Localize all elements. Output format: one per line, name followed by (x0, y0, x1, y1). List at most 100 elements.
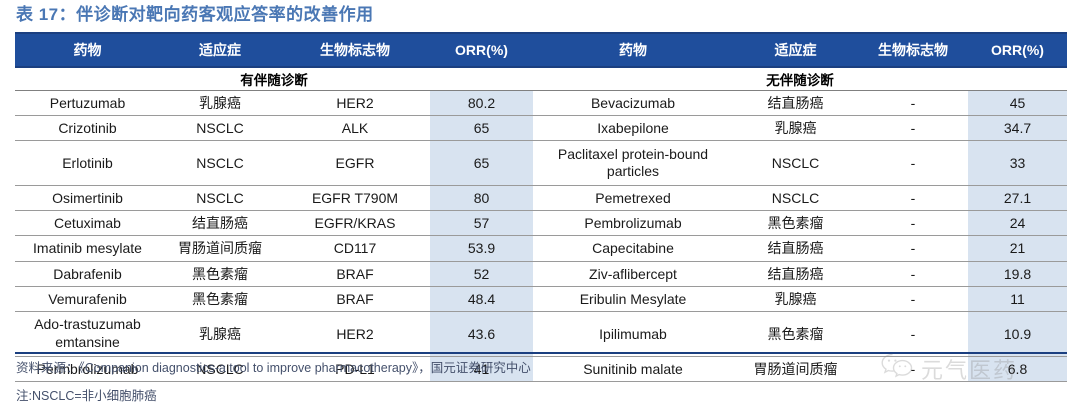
table-body: Pertuzumab 乳腺癌 HER2 80.2 Bevacizumab 结直肠… (15, 89, 1067, 382)
cell-orr-right: 24 (968, 210, 1067, 237)
cell-orr-right: 21 (968, 235, 1067, 262)
cell-indication-left: NSCLC (160, 115, 280, 142)
cell-orr-right: 33 (968, 140, 1067, 187)
cell-orr-left: 53.9 (430, 235, 533, 262)
cell-drug-left: Vemurafenib (15, 285, 160, 312)
cell-biomarker-left: CD117 (280, 235, 430, 262)
table-row: Permbrolizumab NSCLC PD-L1 41 Sunitinib … (15, 355, 1067, 382)
cell-indication-left: 黑色素瘤 (160, 260, 280, 287)
cell-indication-left: 乳腺癌 (160, 89, 280, 117)
cell-drug-left: Ado-trastuzumab emtansine (15, 310, 160, 357)
cell-orr-right: 27.1 (968, 185, 1067, 212)
cell-biomarker-right: - (858, 185, 968, 212)
cell-biomarker-left: HER2 (280, 89, 430, 117)
cell-indication-right: NSCLC (733, 185, 858, 212)
cell-drug-right: Capecitabine (533, 235, 733, 262)
cell-orr-right: 10.9 (968, 310, 1067, 357)
orr-comparison-table: 药物 适应症 生物标志物 ORR(%) 药物 适应症 生物标志物 ORR(%) … (15, 32, 1067, 382)
watermark-label: 元气医药 (921, 357, 1018, 383)
cell-biomarker-right: - (858, 260, 968, 287)
cell-biomarker-right: - (858, 140, 968, 187)
cell-orr-left: 57 (430, 210, 533, 237)
cell-orr-left: 41 (430, 355, 533, 382)
cell-biomarker-left: BRAF (280, 285, 430, 312)
cell-orr-right: 19.8 (968, 260, 1067, 287)
cell-orr-left: 80.2 (430, 89, 533, 117)
cell-indication-right: 乳腺癌 (733, 285, 858, 312)
col-header-drug-left: 药物 (15, 32, 160, 68)
table-row: Dabrafenib 黑色素瘤 BRAF 52 Ziv-aflibercept … (15, 260, 1067, 287)
cell-biomarker-left: EGFR (280, 140, 430, 187)
table-row: Osimertinib NSCLC EGFR T790M 80 Pemetrex… (15, 185, 1067, 212)
cell-biomarker-right: - (858, 115, 968, 142)
cell-indication-right: 黑色素瘤 (733, 210, 858, 237)
col-header-biomarker-left: 生物标志物 (280, 32, 430, 68)
cell-indication-right: 结直肠癌 (733, 235, 858, 262)
cell-orr-right: 34.7 (968, 115, 1067, 142)
cell-indication-left: 胃肠道间质瘤 (160, 235, 280, 262)
cell-indication-right: 黑色素瘤 (733, 310, 858, 357)
cell-orr-right: 6.8 (968, 355, 1067, 382)
cell-orr-left: 43.6 (430, 310, 533, 357)
watermark: 元气医药 (880, 352, 1017, 385)
cell-drug-right: Sunitinib malate (533, 355, 733, 382)
col-header-biomarker-right: 生物标志物 (858, 32, 968, 68)
cell-drug-right: Ipilimumab (533, 310, 733, 357)
table-row: Pertuzumab 乳腺癌 HER2 80.2 Bevacizumab 结直肠… (15, 89, 1067, 117)
col-header-drug-right: 药物 (533, 32, 733, 68)
cell-biomarker-right: - (858, 285, 968, 312)
table-row: Imatinib mesylate 胃肠道间质瘤 CD117 53.9 Cape… (15, 235, 1067, 262)
cell-biomarker-right: - (858, 310, 968, 357)
table-group-row: 有伴随诊断 无伴随诊断 (15, 67, 1067, 91)
col-header-orr-right: ORR(%) (968, 32, 1067, 68)
cell-indication-right: 结直肠癌 (733, 260, 858, 287)
col-header-indication-left: 适应症 (160, 32, 280, 68)
cell-indication-left: 乳腺癌 (160, 310, 280, 357)
cell-biomarker-right: - (858, 235, 968, 262)
table-row: Cetuximab 结直肠癌 EGFR/KRAS 57 Pembrolizuma… (15, 210, 1067, 237)
cell-drug-right: Ixabepilone (533, 115, 733, 142)
cell-indication-right: 结直肠癌 (733, 89, 858, 117)
cell-drug-right: Pembrolizumab (533, 210, 733, 237)
cell-drug-left: Imatinib mesylate (15, 235, 160, 262)
cell-drug-left: Erlotinib (15, 140, 160, 187)
cell-drug-right: Ziv-aflibercept (533, 260, 733, 287)
table-row: Crizotinib NSCLC ALK 65 Ixabepilone 乳腺癌 … (15, 115, 1067, 142)
cell-drug-left: Cetuximab (15, 210, 160, 237)
cell-drug-left: Permbrolizumab (15, 355, 160, 382)
cell-indication-right: 乳腺癌 (733, 115, 858, 142)
group-label-with-cdx: 有伴随诊断 (15, 67, 533, 91)
cell-drug-left: Crizotinib (15, 115, 160, 142)
cell-indication-right: NSCLC (733, 140, 858, 187)
table-row: Erlotinib NSCLC EGFR 65 Paclitaxel prote… (15, 140, 1067, 187)
cell-biomarker-left: ALK (280, 115, 430, 142)
cell-orr-left: 80 (430, 185, 533, 212)
cell-drug-right: Eribulin Mesylate (533, 285, 733, 312)
cell-biomarker-right: - (858, 355, 968, 382)
cell-orr-left: 52 (430, 260, 533, 287)
cell-drug-right: Bevacizumab (533, 89, 733, 117)
cell-drug-right: Pemetrexed (533, 185, 733, 212)
cell-biomarker-right: - (858, 89, 968, 117)
abbreviation-note: 注:NSCLC=非小细胞肺癌 (16, 389, 157, 403)
cell-indication-left: 结直肠癌 (160, 210, 280, 237)
cell-orr-left: 48.4 (430, 285, 533, 312)
cell-orr-left: 65 (430, 115, 533, 142)
cell-orr-left: 65 (430, 140, 533, 187)
cell-orr-right: 11 (968, 285, 1067, 312)
table-header-row: 药物 适应症 生物标志物 ORR(%) 药物 适应症 生物标志物 ORR(%) (15, 32, 1067, 68)
cell-biomarker-left: EGFR T790M (280, 185, 430, 212)
cell-indication-left: NSCLC (160, 185, 280, 212)
cell-indication-left: NSCLC (160, 140, 280, 187)
table-bottom-rule (15, 352, 1067, 354)
cell-drug-left: Osimertinib (15, 185, 160, 212)
cell-biomarker-left: EGFR/KRAS (280, 210, 430, 237)
page-title: 表 17：伴诊断对靶向药客观应答率的改善作用 (16, 5, 374, 24)
orr-table-container: 药物 适应症 生物标志物 ORR(%) 药物 适应症 生物标志物 ORR(%) … (15, 32, 1067, 382)
wechat-icon (880, 352, 914, 385)
cell-biomarker-left: BRAF (280, 260, 430, 287)
table-row: Ado-trastuzumab emtansine 乳腺癌 HER2 43.6 … (15, 310, 1067, 357)
cell-biomarker-right: - (858, 210, 968, 237)
cell-drug-left: Dabrafenib (15, 260, 160, 287)
group-label-without-cdx: 无伴随诊断 (533, 67, 1067, 91)
